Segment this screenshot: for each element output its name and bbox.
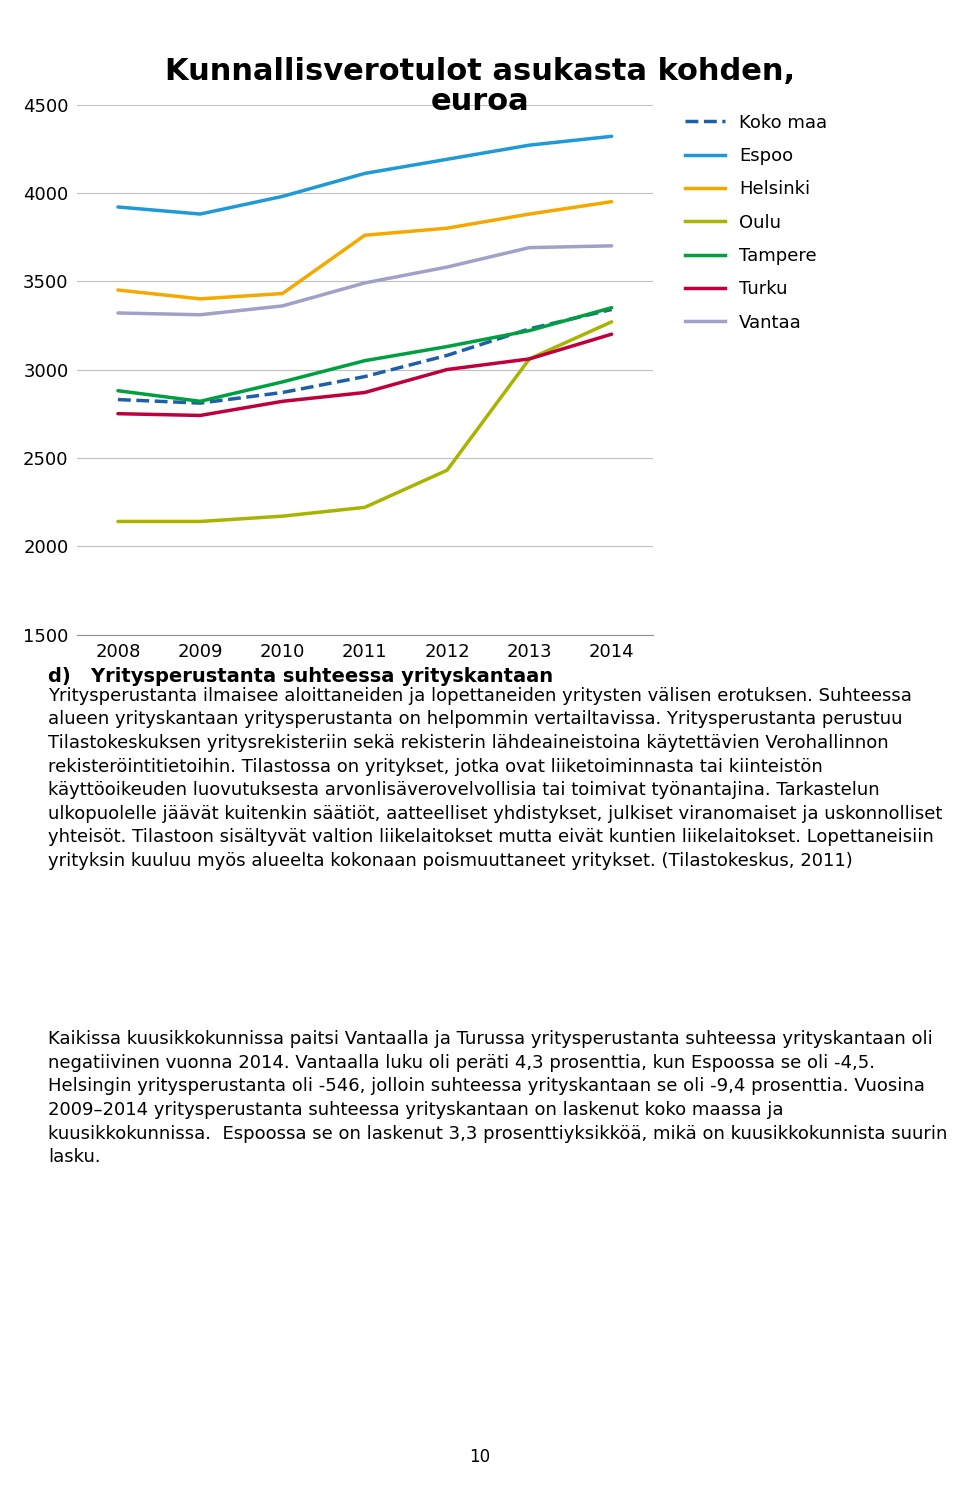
Text: Kaikissa kuusikkokunnissa paitsi Vantaalla ja Turussa yritysperustanta suhteessa: Kaikissa kuusikkokunnissa paitsi Vantaal… bbox=[48, 1030, 948, 1166]
Text: 10: 10 bbox=[469, 1448, 491, 1466]
Text: euroa: euroa bbox=[431, 87, 529, 115]
Text: Kunnallisverotulot asukasta kohden,: Kunnallisverotulot asukasta kohden, bbox=[165, 57, 795, 85]
Text: d)   Yritysperustanta suhteessa yrityskantaan: d) Yritysperustanta suhteessa yrityskant… bbox=[48, 667, 553, 687]
Text: Yritysperustanta ilmaisee aloittaneiden ja lopettaneiden yritysten välisen erotu: Yritysperustanta ilmaisee aloittaneiden … bbox=[48, 687, 943, 870]
Legend: Koko maa, Espoo, Helsinki, Oulu, Tampere, Turku, Vantaa: Koko maa, Espoo, Helsinki, Oulu, Tampere… bbox=[684, 113, 828, 331]
